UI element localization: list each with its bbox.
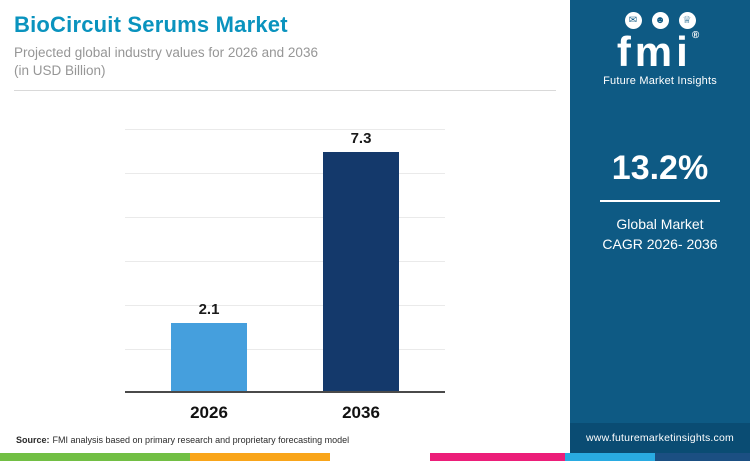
subtitle-line-2: (in USD Billion) (14, 63, 106, 79)
x-axis-label-2036: 2036 (342, 403, 380, 423)
bar-value-label: 7.3 (350, 130, 372, 148)
cagr-value: 13.2% (611, 149, 709, 187)
registered-mark: ® (691, 30, 704, 41)
cagr-label: Global Market CAGR 2026- 2036 (602, 214, 717, 255)
logo-icons: ✉ ☻ ♕ (624, 12, 696, 29)
page-title: BioCircuit Serums Market (14, 12, 288, 37)
x-axis-labels: 2026 2036 (125, 403, 445, 423)
logo-tagline: Future Market Insights (603, 75, 717, 87)
person-icon: ☻ (651, 12, 669, 29)
cagr-divider (600, 200, 720, 202)
fmi-logo: ✉ ☻ ♕ fmi® Future Market Insights (585, 0, 735, 87)
header-divider (14, 90, 556, 92)
bar-group-2036: 7.3 (323, 129, 399, 392)
source-note: Source: FMI analysis based on primary re… (14, 427, 556, 453)
mail-icon: ✉ (624, 12, 642, 29)
cagr-label-line-2: CAGR 2026- 2036 (602, 236, 718, 253)
stripe-segment (654, 453, 750, 461)
bar-chart: 2.1 7.3 2026 2036 (14, 91, 556, 427)
logo-wordmark: fmi® (616, 28, 704, 75)
bar-group-2026: 2.1 (171, 129, 247, 392)
source-text: FMI analysis based on primary research a… (52, 435, 350, 445)
stripe-segment (0, 453, 190, 461)
stripe-segment (564, 453, 655, 461)
stripe-segment (330, 453, 430, 461)
brand-stripe (0, 453, 750, 461)
brand-sidebar: ✉ ☻ ♕ fmi® Future Market Insights 13.2% … (570, 0, 750, 453)
cagr-label-line-1: Global Market (616, 216, 704, 232)
x-axis-label-2026: 2026 (190, 403, 228, 423)
stripe-segment (429, 453, 565, 461)
main-panel: BioCircuit Serums Market Projected globa… (14, 12, 556, 453)
bar-2026 (171, 322, 247, 392)
subtitle-line-1: Projected global industry values for 202… (14, 45, 318, 60)
trophy-icon: ♕ (678, 12, 696, 29)
stripe-segment (189, 453, 330, 461)
website-link[interactable]: www.futuremarketinsights.com (570, 423, 750, 453)
source-prefix: Source: (16, 435, 50, 445)
plot-area: 2.1 7.3 (125, 129, 445, 394)
bar-value-label: 2.1 (198, 300, 220, 318)
bar-2036 (323, 152, 399, 392)
page-subtitle: Projected global industry values for 202… (14, 44, 556, 80)
